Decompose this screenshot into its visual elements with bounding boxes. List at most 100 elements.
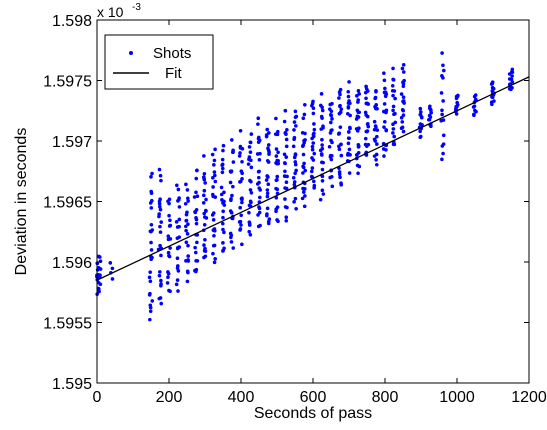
- shot-point: [212, 158, 217, 163]
- shot-point: [419, 115, 424, 120]
- shot-point: [166, 270, 170, 274]
- shot-point: [194, 190, 198, 195]
- shot-point: [292, 120, 297, 124]
- shot-point: [184, 218, 189, 223]
- shot-point: [276, 158, 280, 163]
- shot-point: [110, 266, 115, 271]
- shot-point: [383, 86, 387, 91]
- shot-point: [275, 174, 280, 179]
- shot-point: [166, 199, 170, 204]
- shot-point: [348, 126, 352, 131]
- shot-point: [249, 158, 253, 163]
- shot-point: [275, 161, 279, 166]
- shot-point: [311, 141, 316, 145]
- y-axis-multiplier: x 10 -3: [97, 2, 141, 20]
- shot-point: [193, 268, 197, 273]
- shot-point: [372, 137, 377, 142]
- shot-point: [440, 108, 444, 113]
- shot-point: [321, 192, 326, 196]
- shot-point: [284, 144, 289, 149]
- shot-point: [338, 175, 342, 180]
- shot-point: [491, 86, 496, 91]
- shot-point: [213, 179, 218, 184]
- x-tick-label: 800: [372, 389, 399, 406]
- shot-point: [266, 182, 271, 187]
- shot-point: [239, 223, 243, 227]
- shot-point: [346, 89, 351, 94]
- shot-point: [428, 104, 432, 109]
- shot-point: [195, 194, 200, 198]
- x-tick-label: 200: [156, 389, 183, 406]
- shot-point: [310, 147, 315, 152]
- shot-point: [184, 182, 188, 187]
- shot-point: [400, 66, 405, 71]
- legend-label-shots: Shots: [153, 45, 191, 62]
- shot-point: [238, 146, 243, 150]
- shot-point: [159, 278, 163, 283]
- shot-point: [183, 202, 188, 206]
- shot-point: [320, 179, 325, 183]
- shot-point: [274, 147, 279, 151]
- shot-point: [402, 78, 406, 83]
- shot-point: [401, 70, 406, 74]
- y-tick-label: 1.597: [52, 134, 92, 151]
- shot-point: [149, 175, 153, 179]
- shot-point: [301, 171, 305, 175]
- shot-point: [237, 154, 242, 158]
- shot-point: [246, 162, 251, 166]
- shot-point: [238, 151, 242, 155]
- shot-point: [347, 80, 351, 84]
- shot-point: [247, 203, 252, 208]
- shot-point: [176, 264, 180, 268]
- shot-point: [363, 136, 368, 141]
- shot-point: [347, 171, 352, 175]
- shot-point: [442, 68, 446, 73]
- shot-point: [441, 133, 446, 138]
- legend-marker-shots: [129, 51, 133, 55]
- shot-point: [374, 158, 378, 162]
- shot-point: [293, 171, 297, 176]
- shot-point: [231, 246, 236, 250]
- shot-point: [98, 255, 102, 259]
- shot-point: [393, 96, 397, 101]
- shot-point: [202, 188, 207, 193]
- shot-point: [176, 289, 180, 293]
- shot-point: [249, 190, 254, 195]
- x-tick-label: 1200: [511, 389, 547, 406]
- shot-point: [356, 89, 361, 93]
- shot-point: [399, 92, 404, 96]
- shot-point: [440, 157, 444, 162]
- shot-point: [419, 110, 423, 114]
- shot-point: [221, 215, 225, 220]
- shot-point: [312, 151, 317, 156]
- shot-point: [328, 112, 333, 117]
- shot-point: [175, 246, 180, 251]
- shot-point: [202, 255, 206, 260]
- shot-point: [455, 100, 459, 105]
- shot-point: [203, 237, 207, 242]
- shot-point: [473, 97, 478, 102]
- shot-point: [320, 146, 325, 151]
- shot-point: [365, 101, 369, 106]
- shot-point: [247, 145, 252, 149]
- shot-point: [240, 160, 244, 164]
- shot-point: [311, 106, 316, 110]
- shot-point: [220, 157, 225, 162]
- shot-point: [311, 99, 315, 104]
- shot-point: [150, 299, 155, 303]
- shot-point: [256, 175, 261, 180]
- shot-point: [302, 187, 307, 191]
- shot-point: [473, 93, 478, 97]
- shot-point: [330, 117, 334, 121]
- shot-point: [320, 167, 325, 172]
- shot-point: [310, 144, 315, 149]
- shot-point: [265, 191, 270, 196]
- shot-point: [274, 207, 279, 211]
- shot-point: [238, 228, 242, 232]
- shot-point: [195, 259, 200, 263]
- shot-point: [175, 278, 180, 282]
- shot-point: [390, 83, 395, 88]
- shot-point: [157, 167, 162, 172]
- shot-point: [150, 198, 154, 203]
- shot-point: [392, 89, 397, 93]
